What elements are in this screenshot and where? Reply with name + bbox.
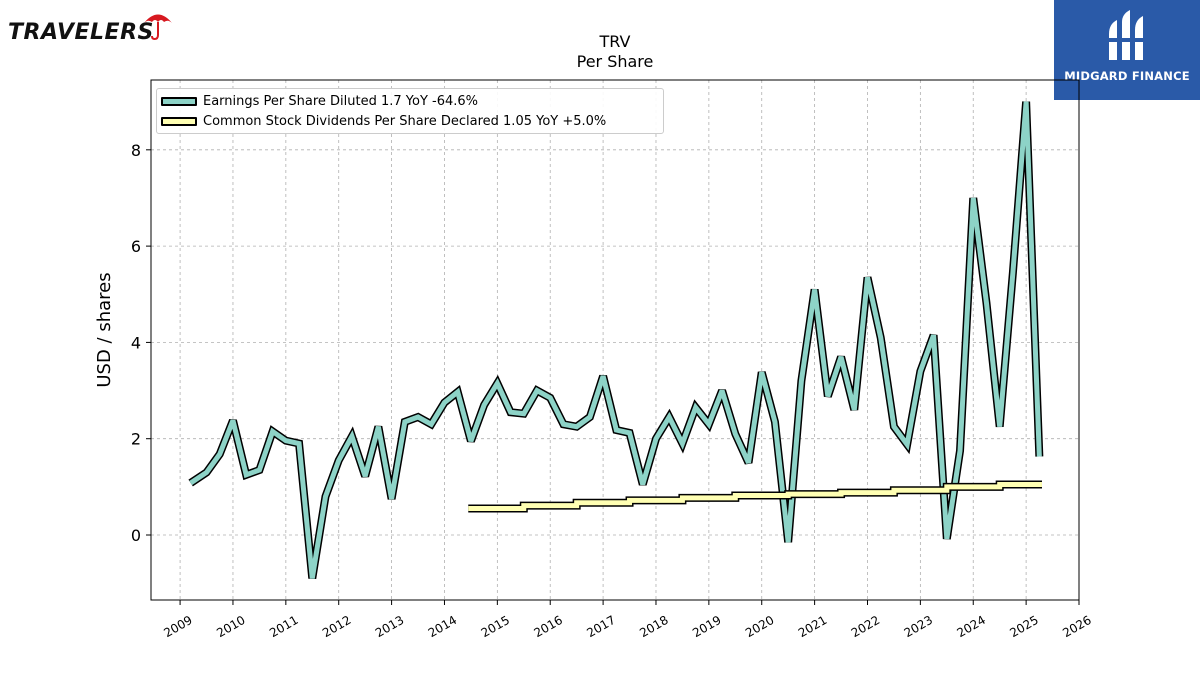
eps-series-line-outline (188, 101, 1044, 579)
legend-swatch-dividends (161, 116, 197, 126)
x-tick-label: 2020 (743, 613, 776, 640)
legend-label-eps: Earnings Per Share Diluted 1.7 YoY -64.6… (203, 93, 479, 109)
x-tick-label: 2010 (214, 613, 247, 640)
x-tick-label: 2016 (531, 613, 564, 640)
series-lines (188, 101, 1044, 579)
midgard-emblem-icon (1107, 10, 1145, 60)
x-tick-label: 2021 (796, 613, 829, 640)
y-tick-label: 8 (131, 141, 141, 160)
x-tick-label: 2019 (690, 613, 723, 640)
legend-swatch-eps (161, 96, 197, 106)
x-tick-label: 2026 (1060, 613, 1093, 640)
y-tick-label: 2 (131, 430, 141, 449)
midgard-finance-logo-text: MIDGARD FINANCE (1064, 69, 1190, 83)
x-tick-label: 2015 (479, 613, 512, 640)
x-tick-label: 2018 (637, 613, 670, 640)
y-tick-label: 0 (131, 526, 141, 545)
travelers-logo-text: TRAVELERS (8, 20, 154, 45)
plot-frame (150, 79, 1080, 601)
chart-legend: Earnings Per Share Diluted 1.7 YoY -64.6… (156, 88, 664, 134)
eps-series-line (189, 101, 1042, 579)
legend-label-dividends: Common Stock Dividends Per Share Declare… (203, 113, 607, 129)
y-tick-label: 6 (131, 237, 141, 256)
y-tick-label: 4 (131, 333, 141, 352)
x-tick-label: 2022 (849, 613, 882, 640)
grid-lines (151, 80, 1080, 600)
legend-item-eps: Earnings Per Share Diluted 1.7 YoY -64.6… (161, 91, 478, 111)
chart-title: TRV (599, 32, 631, 51)
x-tick-label: 2025 (1007, 613, 1040, 640)
x-tick-label: 2023 (902, 613, 935, 640)
umbrella-icon (144, 14, 172, 41)
chart-subtitle: Per Share (576, 52, 654, 71)
y-axis-label: USD / shares (94, 272, 115, 387)
x-tick-label: 2011 (267, 613, 300, 640)
travelers-logo: TRAVELERS (8, 8, 173, 48)
x-tick-label: 2014 (426, 613, 459, 640)
x-tick-label: 2009 (161, 613, 194, 640)
x-tick-label: 2024 (955, 613, 988, 640)
x-tick-label: 2017 (584, 613, 617, 640)
x-tick-label: 2013 (373, 613, 406, 640)
legend-item-dividends: Common Stock Dividends Per Share Declare… (161, 111, 606, 131)
midgard-finance-logo: MIDGARD FINANCE (1054, 0, 1200, 100)
dividends-series-line (468, 481, 1042, 512)
axis-ticks: 0 2 4 6 8 2009 2010 2011 2012 2013 2014 2015 2016 201… (131, 141, 1094, 640)
x-tick-label: 2012 (320, 613, 353, 640)
